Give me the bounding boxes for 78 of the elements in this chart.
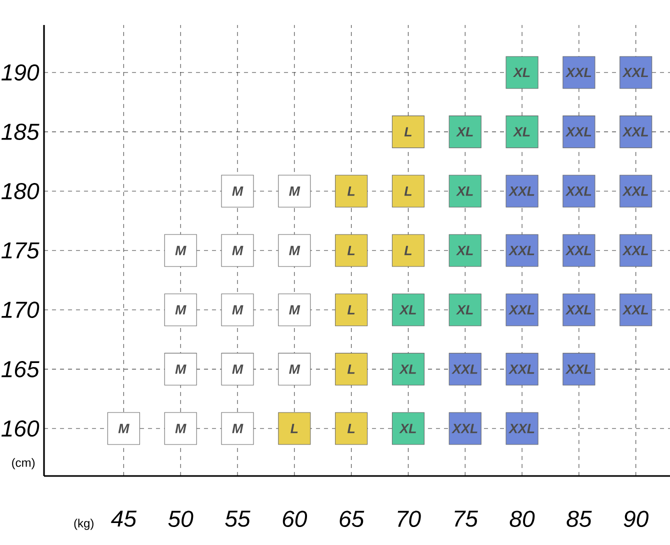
x-tick-label: 65 bbox=[340, 510, 364, 528]
text: M bbox=[118, 424, 130, 434]
text: XL bbox=[456, 127, 473, 136]
text: XL bbox=[456, 305, 473, 314]
text: XL bbox=[399, 364, 416, 374]
text: XXL bbox=[508, 364, 534, 374]
x-axis-title: (kg) bbox=[74, 518, 94, 530]
x-tick-label: 60 bbox=[282, 510, 308, 528]
series-label: XL bbox=[512, 127, 530, 136]
x-tick-label: 80 bbox=[510, 510, 535, 528]
text: M bbox=[289, 305, 300, 314]
x-tick-label: 45 bbox=[111, 510, 137, 527]
text: M bbox=[232, 305, 244, 314]
text: L bbox=[404, 246, 412, 256]
text: L bbox=[347, 186, 355, 196]
text: XXL bbox=[452, 424, 478, 434]
series-label: XXL bbox=[508, 424, 534, 434]
text: XXL bbox=[622, 68, 648, 78]
text: XL bbox=[456, 246, 473, 256]
text: XXL bbox=[622, 127, 648, 136]
text: M bbox=[232, 186, 244, 196]
text: XXL bbox=[622, 246, 648, 256]
y-tick-label: 175 bbox=[1, 242, 40, 259]
text: XXL bbox=[565, 364, 592, 374]
text: XXL bbox=[565, 305, 592, 314]
y-tick-label: 165 bbox=[1, 361, 40, 378]
point bbox=[278, 412, 311, 445]
text: M bbox=[289, 186, 300, 196]
text: M bbox=[175, 305, 186, 314]
text: XXL bbox=[508, 246, 534, 256]
x-tick-label: 50 bbox=[168, 510, 194, 528]
text: XL bbox=[512, 68, 530, 78]
y-tick-label: 180 bbox=[1, 183, 40, 200]
y-axis-title: (cm) bbox=[12, 458, 35, 470]
text: XL bbox=[399, 305, 416, 314]
x-tick-label: 85 bbox=[566, 510, 592, 527]
text: XXL bbox=[508, 186, 534, 196]
point bbox=[392, 234, 424, 267]
text: XXL bbox=[565, 127, 592, 136]
text: XXL bbox=[622, 186, 648, 196]
text: M bbox=[232, 364, 244, 374]
text: XL bbox=[399, 424, 416, 434]
y-tick-label: 160 bbox=[1, 420, 40, 437]
x-tick-label: 55 bbox=[225, 510, 250, 527]
text: M bbox=[232, 246, 244, 256]
text: M bbox=[289, 246, 300, 256]
x-tick-label: 75 bbox=[454, 510, 478, 527]
text: M bbox=[175, 424, 186, 434]
text: XXL bbox=[622, 305, 648, 314]
x-tick-label: 70 bbox=[398, 510, 421, 528]
text: M bbox=[232, 424, 244, 434]
text: XXL bbox=[565, 186, 592, 196]
point bbox=[335, 174, 368, 208]
point bbox=[335, 412, 368, 445]
text: L bbox=[347, 364, 355, 374]
y-tick-label: 190 bbox=[1, 64, 40, 81]
series-label: L bbox=[347, 246, 355, 256]
text: M bbox=[175, 364, 186, 374]
text: M bbox=[175, 246, 186, 256]
point bbox=[335, 294, 368, 326]
y-tick-label: 185 bbox=[1, 124, 40, 140]
text: XXL bbox=[565, 68, 592, 78]
y-tick-label: 170 bbox=[1, 302, 40, 318]
text: XXL bbox=[452, 364, 478, 374]
text: XXL bbox=[565, 246, 592, 256]
x-tick-label: 90 bbox=[624, 510, 648, 528]
series-label: M bbox=[289, 364, 300, 374]
text: L bbox=[347, 305, 355, 314]
text: XXL bbox=[508, 305, 534, 314]
point bbox=[335, 352, 368, 386]
text: L bbox=[347, 424, 355, 434]
point bbox=[335, 234, 368, 267]
text: L bbox=[404, 127, 412, 136]
point bbox=[392, 174, 424, 208]
point bbox=[392, 116, 424, 148]
text: L bbox=[404, 186, 412, 196]
text: XL bbox=[456, 186, 473, 196]
text: L bbox=[290, 424, 298, 434]
